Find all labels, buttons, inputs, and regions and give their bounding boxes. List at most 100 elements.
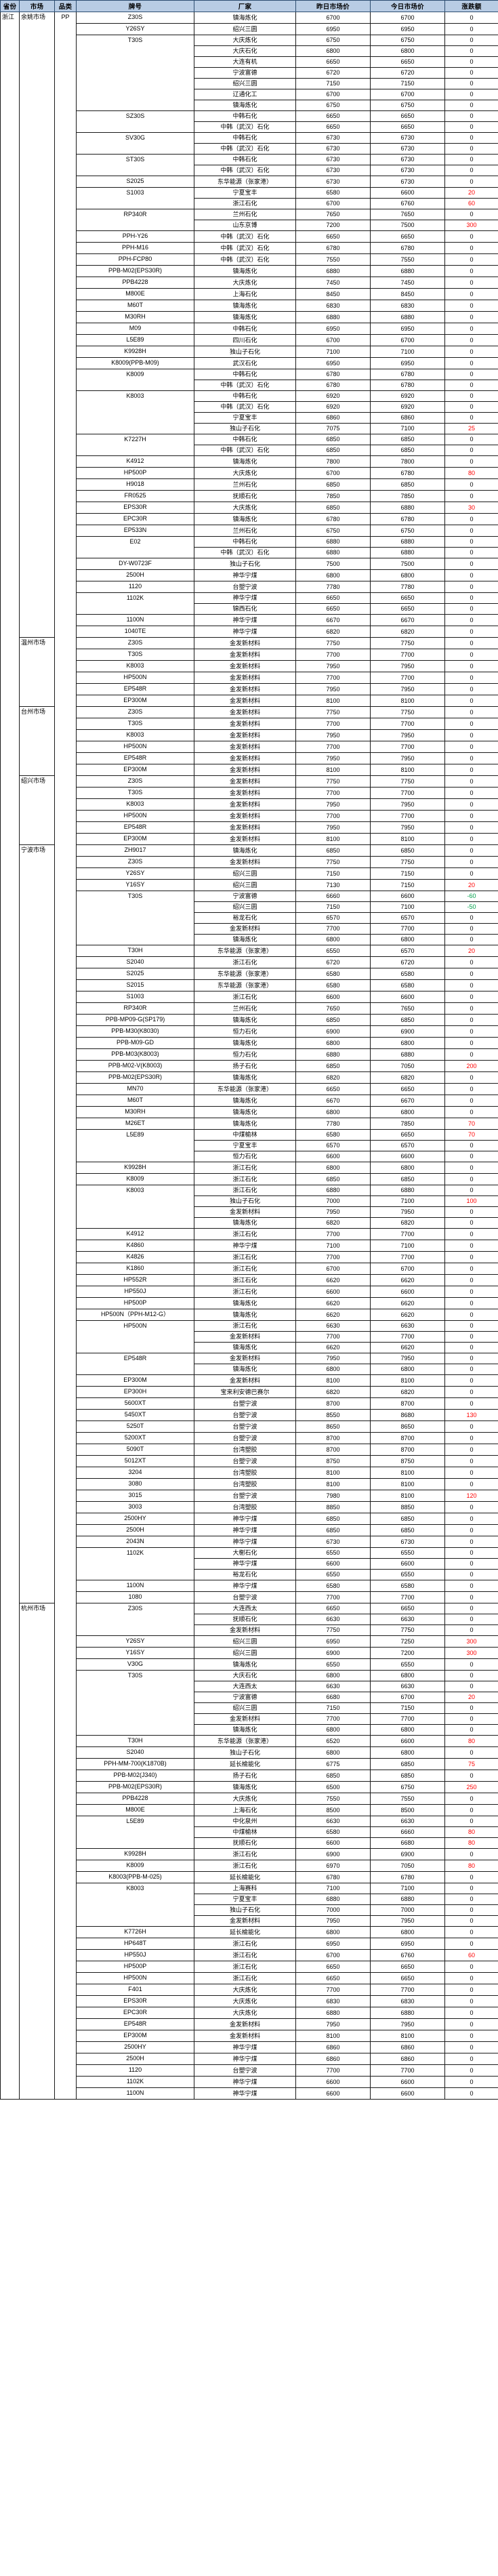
table-row: 独山子石化 7075 7100 25 — [1, 423, 498, 434]
table-row: EPS30R 大庆炼化 6830 6830 0 — [1, 1995, 498, 2007]
cell-brand: DY-W0723F — [76, 558, 194, 570]
cell-brand: HP500P — [76, 467, 194, 479]
cell-change: 0 — [444, 1455, 498, 1467]
cell-manufacturer: 浙江石化 — [194, 1185, 296, 1196]
cell-today-price: 6950 — [370, 323, 445, 335]
cell-manufacturer: 大庆炼化 — [194, 502, 296, 514]
cell-brand: Y26SY — [76, 1635, 194, 1648]
cell-today-price: 6780 — [370, 467, 445, 479]
cell-change: 0 — [444, 230, 498, 243]
cell-manufacturer: 大庆石化 — [194, 1670, 296, 1681]
cell-change: 0 — [444, 1467, 498, 1479]
cell-market: 余姚市场 — [19, 12, 55, 638]
cell-change: 0 — [444, 614, 498, 626]
cell-yesterday-price: 6580 — [295, 187, 371, 199]
cell-yesterday-price: 7100 — [295, 1240, 371, 1252]
cell-brand: K4826 — [76, 1251, 194, 1263]
cell-brand: L5E89 — [76, 1816, 194, 1849]
cell-yesterday-price: 6650 — [295, 1603, 371, 1614]
cell-yesterday-price: 7150 — [295, 901, 371, 913]
cell-yesterday-price: 6800 — [295, 45, 371, 57]
cell-manufacturer: 神华宁煤 — [194, 1513, 296, 1525]
cell-yesterday-price: 6730 — [295, 132, 371, 144]
table-row: PPB-M02(EPS30R) 镇海炼化 6820 6820 0 — [1, 1071, 498, 1084]
cell-today-price: 8100 — [370, 1490, 445, 1502]
cell-manufacturer: 金发新材料 — [194, 1624, 296, 1636]
cell-change: 0 — [444, 1591, 498, 1603]
cell-yesterday-price: 6750 — [295, 35, 371, 46]
cell-today-price: 8100 — [370, 695, 445, 707]
cell-today-price: 6900 — [370, 1848, 445, 1860]
cell-change: 0 — [444, 603, 498, 615]
cell-brand: S1003 — [76, 187, 194, 209]
cell-yesterday-price: 7550 — [295, 253, 371, 266]
cell-today-price: 6850 — [370, 1758, 445, 1770]
cell-today-price: 6860 — [370, 412, 445, 424]
cell-change: 0 — [444, 334, 498, 346]
cell-today-price: 6600 — [370, 2076, 445, 2088]
cell-change: 0 — [444, 1286, 498, 1298]
cell-today-price: 6750 — [370, 1781, 445, 1793]
cell-brand: EP548R — [76, 752, 194, 764]
cell-brand: Y16SY — [76, 879, 194, 891]
cell-yesterday-price: 6580 — [295, 968, 371, 980]
cell-change: 0 — [444, 1770, 498, 1782]
cell-manufacturer: 中煤榆林 — [194, 1129, 296, 1141]
cell-yesterday-price: 7700 — [295, 1331, 371, 1343]
cell-brand: EP300M — [76, 1374, 194, 1387]
cell-yesterday-price: 7750 — [295, 775, 371, 788]
cell-manufacturer: 绍兴三圆 — [194, 867, 296, 880]
table-row: V30G 镇海炼化 6550 6550 0 — [1, 1658, 498, 1671]
cell-manufacturer: 延长榆能化 — [194, 1758, 296, 1770]
cell-brand: L5E89 — [76, 334, 194, 346]
cell-yesterday-price: 6730 — [295, 165, 371, 176]
cell-today-price: 6620 — [370, 1342, 445, 1353]
cell-today-price: 6730 — [370, 154, 445, 165]
cell-today-price: 6750 — [370, 525, 445, 537]
cell-today-price: 7700 — [370, 718, 445, 730]
cell-today-price: 8100 — [370, 1374, 445, 1387]
cell-change: 0 — [444, 1185, 498, 1196]
cell-yesterday-price: 6600 — [295, 1837, 371, 1849]
cell-change: 0 — [444, 1894, 498, 1905]
cell-today-price: 6620 — [370, 1297, 445, 1309]
table-row: M800E 上海石化 8500 8500 0 — [1, 1804, 498, 1816]
table-row: EP300M 金发新材料 8100 8100 0 — [1, 2030, 498, 2042]
table-row: 1102K 神华宁煤 6650 6650 0 — [1, 592, 498, 615]
cell-change: 0 — [444, 12, 498, 24]
cell-change: 0 — [444, 525, 498, 537]
cell-brand: K8009 — [76, 1860, 194, 1872]
cell-change: 0 — [444, 810, 498, 822]
cell-change: 0 — [444, 2007, 498, 2019]
cell-today-price: 6720 — [370, 956, 445, 968]
cell-manufacturer: 恒力石化 — [194, 1048, 296, 1061]
cell-yesterday-price: 6850 — [295, 445, 371, 456]
cell-today-price: 6800 — [370, 569, 445, 581]
cell-today-price: 6800 — [370, 1364, 445, 1375]
cell-today-price: 7700 — [370, 810, 445, 822]
cell-change: 0 — [444, 1432, 498, 1444]
cell-today-price: 7150 — [370, 879, 445, 891]
cell-today-price: 8750 — [370, 1455, 445, 1467]
cell-brand: PPH-Y26 — [76, 230, 194, 243]
cell-manufacturer: 镇海炼化 — [194, 1309, 296, 1321]
cell-yesterday-price: 6730 — [295, 176, 371, 188]
cell-change: 0 — [444, 581, 498, 593]
cell-today-price: 7950 — [370, 821, 445, 834]
table-row: S2025 东华能源（张家港） 6580 6580 0 — [1, 968, 498, 980]
table-row: 大连西太 6630 6630 0 — [1, 1681, 498, 1692]
cell-change: 0 — [444, 844, 498, 857]
cell-yesterday-price: 6700 — [295, 198, 371, 209]
cell-manufacturer: 中韩石化 — [194, 434, 296, 445]
cell-change: 0 — [444, 89, 498, 100]
cell-yesterday-price: 6800 — [295, 1364, 371, 1375]
cell-brand: RP340R — [76, 209, 194, 231]
table-row: 神华宁煤 6600 6600 0 — [1, 1558, 498, 1570]
cell-brand: PPB-M03(K8003) — [76, 1048, 194, 1061]
cell-today-price: 6950 — [370, 357, 445, 369]
cell-manufacturer: 大庆石化 — [194, 45, 296, 57]
cell-manufacturer: 镇海炼化 — [194, 844, 296, 857]
cell-yesterday-price: 7950 — [295, 2018, 371, 2030]
cell-today-price: 6760 — [370, 1949, 445, 1961]
cell-manufacturer: 扬子石化 — [194, 1770, 296, 1782]
